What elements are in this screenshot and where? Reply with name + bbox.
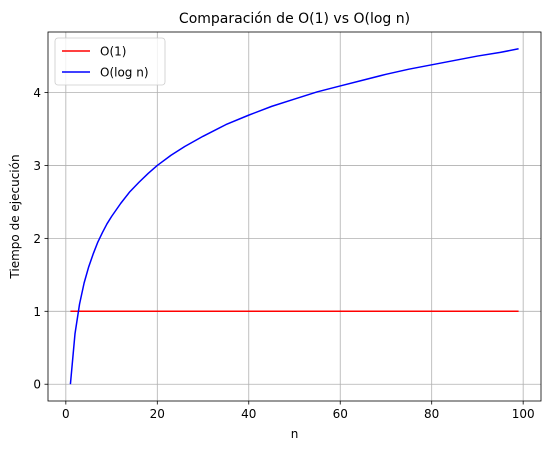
x-tick-label: 100 — [512, 407, 535, 421]
ticks: 0 20 40 60 80 100 0 1 2 3 4 — [33, 86, 534, 421]
series-line-olog — [69, 48, 519, 385]
legend-label: O(1) — [100, 45, 126, 59]
y-tick-label: 3 — [33, 159, 41, 173]
y-axis-title: Tiempo de ejecución — [8, 154, 22, 279]
x-tick-label: 60 — [333, 407, 348, 421]
y-tick-label: 1 — [33, 305, 41, 319]
legend-label: O(log n) — [100, 66, 149, 80]
x-axis-title: n — [291, 427, 299, 441]
y-tick-label: 0 — [33, 378, 41, 392]
legend: O(1) O(log n) — [54, 37, 166, 86]
x-tick-label: 0 — [62, 407, 70, 421]
series-layer — [69, 48, 519, 385]
x-tick-label: 20 — [150, 407, 165, 421]
plot-frame — [47, 31, 542, 402]
x-tick-label: 80 — [424, 407, 439, 421]
chart-title: Comparación de O(1) vs O(log n) — [179, 11, 410, 27]
legend-box — [54, 37, 166, 86]
y-tick-label: 2 — [33, 232, 41, 246]
x-tick-label: 40 — [241, 407, 256, 421]
y-tick-label: 4 — [33, 86, 41, 100]
